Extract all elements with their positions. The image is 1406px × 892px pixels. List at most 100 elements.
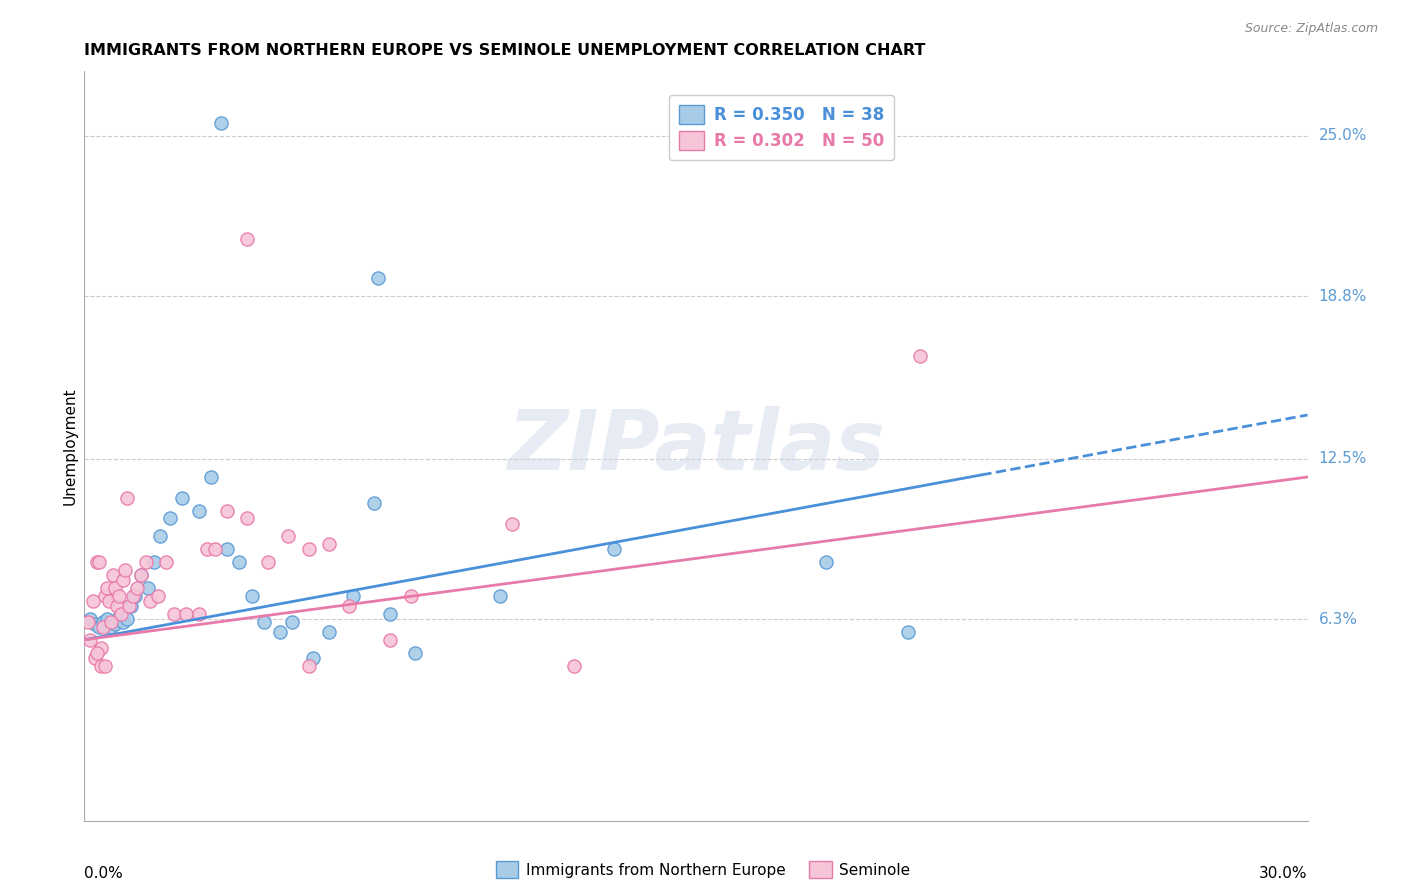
Point bbox=[236, 511, 259, 525]
Point bbox=[298, 658, 321, 673]
Point bbox=[195, 542, 218, 557]
Point bbox=[91, 620, 114, 634]
Point bbox=[86, 646, 108, 660]
Point bbox=[82, 594, 104, 608]
Point bbox=[301, 651, 323, 665]
Point bbox=[200, 470, 222, 484]
Text: 18.8%: 18.8% bbox=[1319, 289, 1367, 303]
Point bbox=[93, 658, 115, 673]
Point bbox=[217, 542, 239, 557]
Point bbox=[404, 646, 426, 660]
Point bbox=[138, 594, 160, 608]
Point bbox=[253, 615, 276, 629]
Point bbox=[240, 589, 263, 603]
Point bbox=[318, 537, 340, 551]
Point bbox=[112, 615, 135, 629]
Point bbox=[149, 529, 172, 543]
Point bbox=[108, 589, 131, 603]
Text: 25.0%: 25.0% bbox=[1319, 128, 1367, 144]
Text: 12.5%: 12.5% bbox=[1319, 451, 1367, 467]
Point bbox=[142, 555, 165, 569]
Point bbox=[90, 658, 112, 673]
Point bbox=[136, 581, 159, 595]
Point bbox=[228, 555, 250, 569]
Text: ZIPatlas: ZIPatlas bbox=[508, 406, 884, 486]
Point bbox=[342, 589, 364, 603]
Point bbox=[108, 609, 131, 624]
Point bbox=[174, 607, 197, 621]
Point bbox=[120, 599, 142, 614]
Point bbox=[135, 555, 157, 569]
Point bbox=[83, 651, 105, 665]
Point bbox=[104, 581, 127, 595]
Point bbox=[318, 625, 340, 640]
Point bbox=[204, 542, 226, 557]
Point bbox=[399, 589, 422, 603]
Text: 0.0%: 0.0% bbox=[84, 865, 124, 880]
Point bbox=[277, 529, 299, 543]
Point bbox=[380, 632, 402, 647]
Point bbox=[562, 658, 585, 673]
Point bbox=[897, 625, 920, 640]
Point bbox=[131, 568, 153, 582]
Point bbox=[77, 615, 100, 629]
Point bbox=[122, 589, 145, 603]
Point bbox=[187, 607, 209, 621]
Point bbox=[131, 568, 153, 582]
Point bbox=[90, 640, 112, 655]
Point bbox=[100, 615, 122, 629]
Text: 30.0%: 30.0% bbox=[1260, 865, 1308, 880]
Point bbox=[97, 594, 120, 608]
Point bbox=[114, 563, 136, 577]
Point bbox=[910, 349, 932, 363]
Point bbox=[105, 599, 128, 614]
Point bbox=[298, 542, 321, 557]
Point bbox=[209, 116, 232, 130]
Point bbox=[257, 555, 280, 569]
Text: 6.3%: 6.3% bbox=[1319, 612, 1358, 626]
Point bbox=[603, 542, 626, 557]
Point bbox=[187, 503, 209, 517]
Y-axis label: Unemployment: Unemployment bbox=[62, 387, 77, 505]
Point bbox=[87, 620, 110, 634]
Point bbox=[96, 581, 118, 595]
Point bbox=[815, 555, 838, 569]
Point bbox=[217, 503, 239, 517]
Point bbox=[100, 620, 122, 634]
Point bbox=[79, 632, 101, 647]
Point bbox=[146, 589, 169, 603]
Point bbox=[363, 496, 385, 510]
Point bbox=[118, 599, 141, 614]
Point bbox=[87, 555, 110, 569]
Point bbox=[281, 615, 304, 629]
Point bbox=[163, 607, 186, 621]
Text: Source: ZipAtlas.com: Source: ZipAtlas.com bbox=[1244, 22, 1378, 36]
Point bbox=[115, 491, 138, 505]
Point bbox=[112, 574, 135, 588]
Point bbox=[502, 516, 524, 531]
Legend: Immigrants from Northern Europe, Seminole: Immigrants from Northern Europe, Seminol… bbox=[489, 855, 917, 884]
Point bbox=[115, 612, 138, 626]
Point bbox=[96, 612, 118, 626]
Legend: R = 0.350   N = 38, R = 0.302   N = 50: R = 0.350 N = 38, R = 0.302 N = 50 bbox=[669, 95, 894, 160]
Point bbox=[367, 271, 389, 285]
Point bbox=[127, 581, 149, 595]
Point bbox=[339, 599, 361, 614]
Point bbox=[155, 555, 177, 569]
Point bbox=[101, 568, 124, 582]
Point bbox=[236, 232, 259, 246]
Point bbox=[83, 617, 105, 632]
Point bbox=[110, 607, 132, 621]
Point bbox=[159, 511, 181, 525]
Point bbox=[124, 589, 146, 603]
Point bbox=[269, 625, 291, 640]
Point bbox=[104, 617, 127, 632]
Text: IMMIGRANTS FROM NORTHERN EUROPE VS SEMINOLE UNEMPLOYMENT CORRELATION CHART: IMMIGRANTS FROM NORTHERN EUROPE VS SEMIN… bbox=[84, 43, 925, 58]
Point bbox=[172, 491, 194, 505]
Point bbox=[91, 615, 114, 629]
Point bbox=[93, 589, 115, 603]
Point bbox=[380, 607, 402, 621]
Point bbox=[489, 589, 512, 603]
Point bbox=[86, 555, 108, 569]
Point bbox=[79, 612, 101, 626]
